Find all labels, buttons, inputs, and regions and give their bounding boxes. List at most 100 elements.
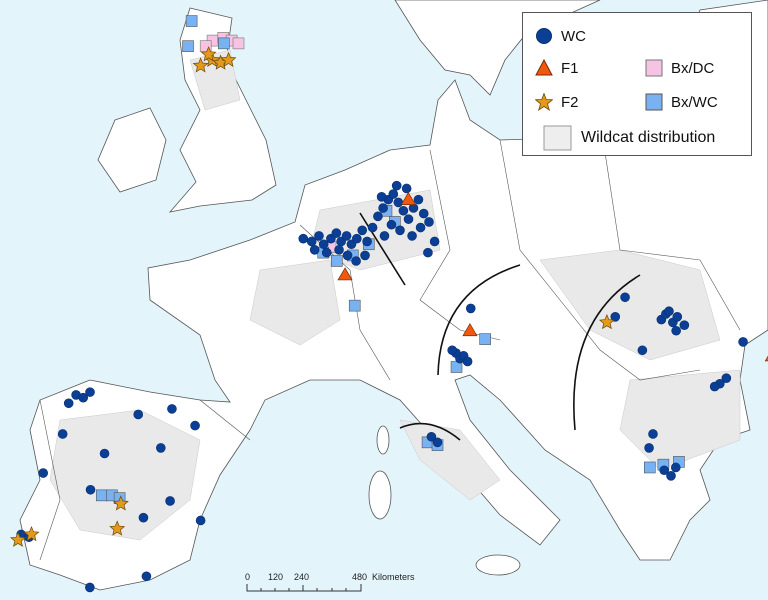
wc-sample-marker [403, 214, 414, 224]
wc-sample-marker [378, 203, 388, 213]
star-icon [535, 93, 553, 111]
legend-item-f1: F1 [535, 59, 579, 77]
sample-markers [10, 15, 768, 593]
wc-sample-marker [99, 448, 110, 459]
wc-sample-marker [85, 484, 96, 495]
wc-sample-marker [666, 471, 676, 481]
wc-sample-marker [671, 325, 681, 336]
wc-sample-marker [398, 205, 409, 216]
wc-sample-marker [424, 217, 434, 227]
wc-sample-marker [352, 233, 362, 244]
wc-sample-marker [360, 250, 370, 261]
wc-sample-marker [309, 245, 320, 255]
wc-sample-marker [418, 208, 429, 219]
wc-sample-marker [644, 443, 654, 453]
bx-wc-sample-marker [185, 15, 198, 27]
wc-sample-marker [376, 192, 387, 202]
wc-sample-marker [610, 311, 621, 322]
wc-sample-marker [357, 225, 368, 236]
wc-sample-marker [165, 496, 175, 506]
f2-sample-marker [200, 46, 217, 62]
wc-sample-marker [190, 420, 200, 431]
scale-tick-label: 0 [245, 572, 251, 582]
wc-sample-marker [298, 233, 309, 244]
wc-sample-marker [379, 231, 390, 241]
wc-sample-marker [672, 311, 683, 322]
scale-tick-label: 240 [294, 572, 310, 582]
wc-sample-marker [462, 356, 473, 367]
wc-sample-marker [407, 231, 417, 241]
f2-sample-marker [220, 51, 237, 67]
wc-sample-marker [156, 443, 166, 453]
wc-sample-marker [386, 219, 397, 230]
wc-sample-marker [659, 465, 669, 476]
square-icon [645, 59, 663, 77]
wc-sample-marker [373, 211, 383, 222]
wc-sample-marker [167, 404, 177, 414]
legend-label: F2 [561, 93, 579, 111]
wc-sample-marker [85, 387, 95, 397]
scale-tick-label: 480 [352, 572, 368, 582]
division-arc-alps [437, 264, 521, 376]
sicily [475, 554, 521, 576]
f2-sample-marker [598, 314, 615, 330]
wc-sample-marker [637, 345, 648, 356]
bx-dc-sample-marker [232, 37, 245, 50]
wc-sample-marker [391, 180, 402, 191]
wc-sample-marker [388, 189, 399, 199]
scale-unit-label: Kilometers [372, 572, 415, 582]
wc-sample-marker [314, 231, 324, 241]
legend-label: WC [561, 27, 586, 45]
wc-sample-marker [85, 582, 95, 593]
f2-sample-marker [23, 525, 40, 542]
bx-wc-sample-marker [330, 255, 343, 267]
wc-sample-marker [321, 247, 332, 258]
legend-item-bx-dc: Bx/DC [645, 59, 714, 77]
wc-sample-marker [738, 337, 748, 347]
wc-sample-marker [63, 398, 74, 409]
wc-sample-marker [38, 468, 49, 478]
bx-wc-sample-marker [348, 299, 361, 312]
wc-sample-marker [465, 303, 476, 314]
wc-sample-marker [447, 345, 458, 356]
legend-label: F1 [561, 59, 579, 77]
wc-sample-marker [395, 225, 405, 236]
division-line-rhine [359, 212, 406, 286]
legend-item-f2: F2 [535, 93, 579, 111]
wc-sample-marker [664, 306, 674, 317]
f2-sample-marker [109, 520, 126, 536]
wc-sample-marker [679, 320, 690, 330]
legend-label: Bx/DC [671, 59, 715, 77]
wc-sample-marker [401, 183, 412, 194]
legend-label: Bx/WC [671, 93, 718, 111]
wc-sample-marker [141, 571, 152, 582]
wc-sample-marker [432, 437, 443, 448]
wc-sample-marker [341, 231, 352, 241]
wc-sample-marker [367, 222, 378, 233]
wc-sample-marker [413, 194, 424, 205]
wc-sample-marker [78, 392, 89, 403]
wc-sample-marker [362, 236, 372, 247]
wc-sample-marker [195, 515, 206, 526]
legend-item-bx-wc: Bx/WC [645, 93, 718, 111]
f2-sample-marker [192, 57, 209, 73]
wc-sample-marker [342, 250, 353, 261]
scale-tick-label: 120 [268, 572, 284, 582]
f2-sample-marker [112, 495, 129, 511]
wc-sample-marker [57, 429, 68, 439]
wc-sample-marker [138, 512, 149, 523]
wc-sample-marker [670, 462, 681, 473]
wc-sample-marker [423, 247, 433, 258]
wc-sample-marker [429, 236, 440, 247]
wc-sample-marker [721, 373, 732, 383]
bx-wc-sample-marker [479, 333, 491, 345]
wc-sample-marker [426, 431, 437, 442]
circle-icon [536, 28, 552, 44]
wc-sample-marker [331, 228, 342, 238]
bx-wc-sample-marker [95, 489, 108, 502]
triangle-icon [535, 59, 553, 76]
f1-sample-marker [764, 355, 768, 362]
wc-sample-marker [318, 239, 329, 250]
scale-bar-graphic [246, 584, 362, 592]
wc-sample-marker [415, 222, 426, 233]
